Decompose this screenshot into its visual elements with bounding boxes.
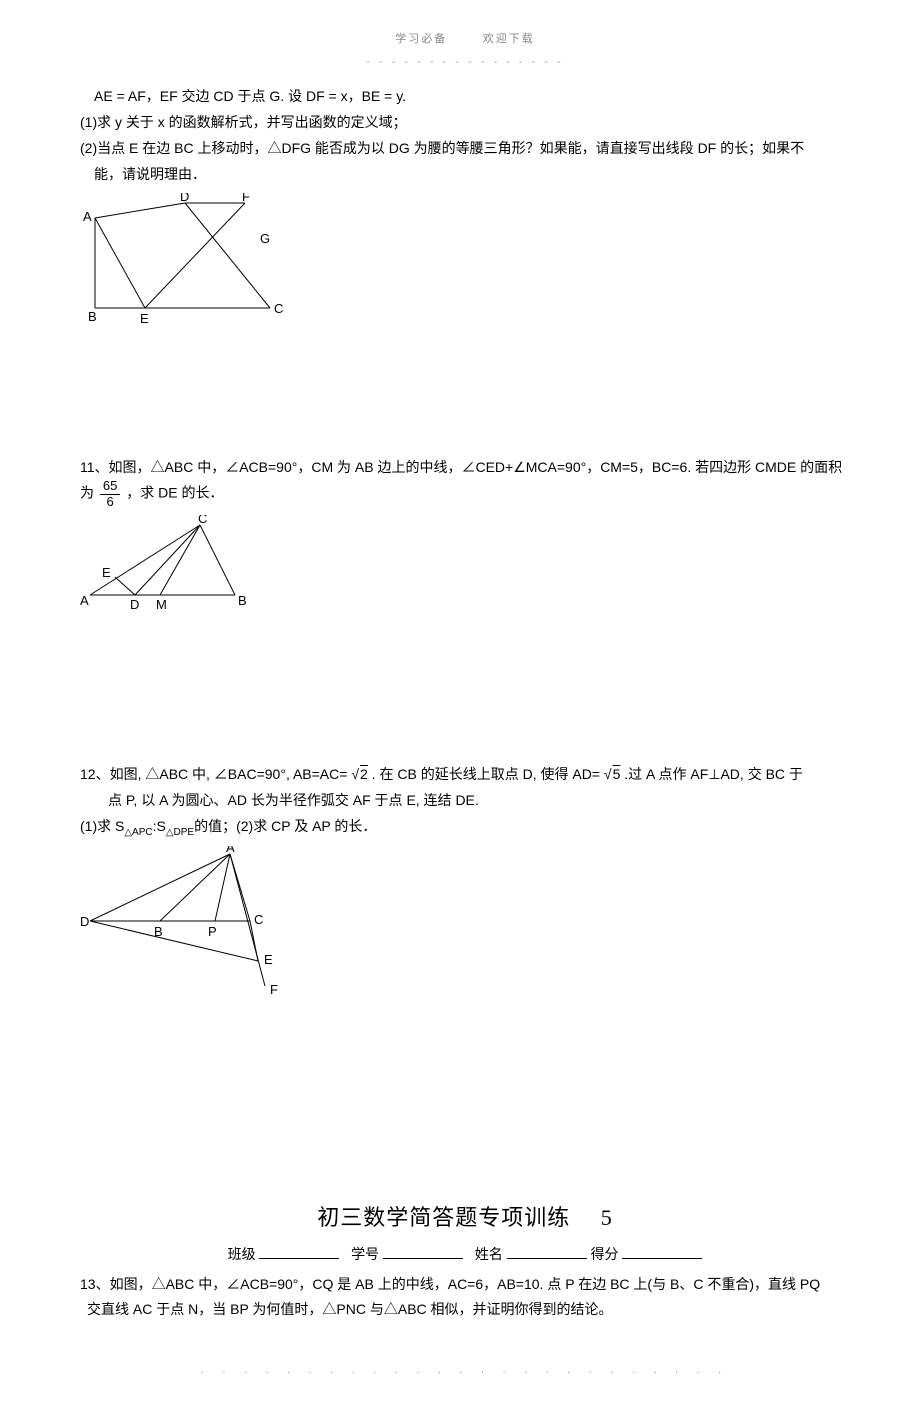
svg-text:A: A: [80, 593, 89, 608]
q12-t1-pre: 12、如图, △ABC 中, ∠BAC=90°, AB=AC=: [80, 766, 351, 782]
form-class-blank[interactable]: [259, 1245, 339, 1259]
svg-text:B: B: [154, 924, 163, 939]
form-name-blank[interactable]: [507, 1245, 587, 1259]
svg-text:G: G: [260, 231, 270, 246]
form-name-label: 姓名: [475, 1246, 503, 1262]
svg-text:A: A: [226, 846, 235, 855]
q13-line1: 13、如图，△ABC 中，∠ACB=90°，CQ 是 AB 上的中线，AC=6，…: [80, 1273, 850, 1297]
q12-sub2: △DPE: [166, 826, 194, 837]
q12-line2: 点 P, 以 A 为圆心、AD 长为半径作弧交 AF 于点 E, 连结 DE.: [80, 789, 850, 813]
q12-line3: (1)求 S△APC:S△DPE的值；(2)求 CP 及 AP 的长．: [80, 815, 850, 841]
form-line: 班级 学号 姓名 得分: [80, 1243, 850, 1267]
q12-sqrt1: √2: [351, 766, 367, 782]
q10-figure: A B C D E F G: [80, 193, 850, 328]
title-num: 5: [601, 1199, 613, 1236]
q11-text: 11、如图，△ABC 中，∠ACB=90°，CM 为 AB 边上的中线，∠CED…: [80, 456, 850, 509]
svg-text:M: M: [156, 597, 167, 612]
svg-text:C: C: [254, 912, 263, 927]
svg-text:E: E: [102, 565, 111, 580]
svg-text:C: C: [274, 301, 283, 316]
header-dashes: - - - - - - - - - - - - - - - -: [80, 53, 850, 72]
form-score-label: 得分: [591, 1246, 619, 1262]
q12-t1-post: .过 A 点作 AF⊥AD, 交 BC 于: [620, 766, 803, 782]
form-class-label: 班级: [228, 1246, 256, 1262]
section-title: 初三数学简答题专项训练 5: [80, 1199, 850, 1236]
q12-t3-mid: :S: [153, 818, 166, 834]
q13-line2: 交直线 AC 于点 N，当 BP 为何值时，△PNC 与△ABC 相似，并证明你…: [80, 1298, 850, 1322]
form-score-blank[interactable]: [622, 1245, 702, 1259]
svg-text:F: F: [242, 193, 250, 204]
svg-text:B: B: [238, 593, 247, 608]
header-left: 学习必备: [395, 33, 447, 45]
q11-frac-den: 6: [100, 495, 120, 509]
q10-line2: (1)求 y 关于 x 的函数解析式，并写出函数的定义域；: [80, 111, 850, 135]
q10-line3: (2)当点 E 在边 BC 上移动时，△DFG 能否成为以 DG 为腰的等腰三角…: [80, 137, 850, 161]
q12-line1: 12、如图, △ABC 中, ∠BAC=90°, AB=AC= √2 . 在 C…: [80, 763, 850, 787]
svg-text:D: D: [80, 914, 89, 929]
page-header: 学习必备 欢迎下载: [80, 30, 850, 49]
svg-text:D: D: [130, 597, 139, 612]
q11-frac-num: 65: [100, 479, 120, 494]
svg-text:D: D: [180, 193, 189, 204]
svg-text:E: E: [140, 311, 149, 326]
q11-figure: A B C D M E: [80, 515, 850, 615]
q12-sub1: △APC: [124, 826, 152, 837]
q12-t3-pre: (1)求 S: [80, 818, 124, 834]
svg-text:F: F: [270, 982, 278, 997]
q10-line1: AE = AF，EF 交边 CD 于点 G. 设 DF = x，BE = y.: [80, 85, 850, 109]
svg-text:B: B: [88, 309, 97, 324]
q12-t3-post: 的值；(2)求 CP 及 AP 的长．: [194, 818, 376, 834]
svg-text:P: P: [208, 924, 217, 939]
footer-dots: . . . . . . . . . . . . . . . . . . . . …: [80, 1362, 850, 1379]
q11-fraction: 65 6: [100, 479, 120, 509]
svg-text:A: A: [83, 209, 92, 224]
q12-figure: A B C D P EF: [80, 846, 850, 1001]
q12-sqrt2: √5: [604, 766, 620, 782]
svg-text:C: C: [198, 515, 207, 526]
form-id-blank[interactable]: [383, 1245, 463, 1259]
form-id-label: 学号: [351, 1246, 379, 1262]
q11-post: ，求 DE 的长．: [126, 485, 223, 501]
header-right: 欢迎下载: [483, 33, 535, 45]
svg-text:E: E: [264, 952, 273, 967]
q10-line4: 能，请说明理由．: [80, 163, 850, 187]
q12-t1-mid: . 在 CB 的延长线上取点 D, 使得 AD=: [368, 766, 604, 782]
title-main: 初三数学简答题专项训练: [317, 1205, 570, 1230]
